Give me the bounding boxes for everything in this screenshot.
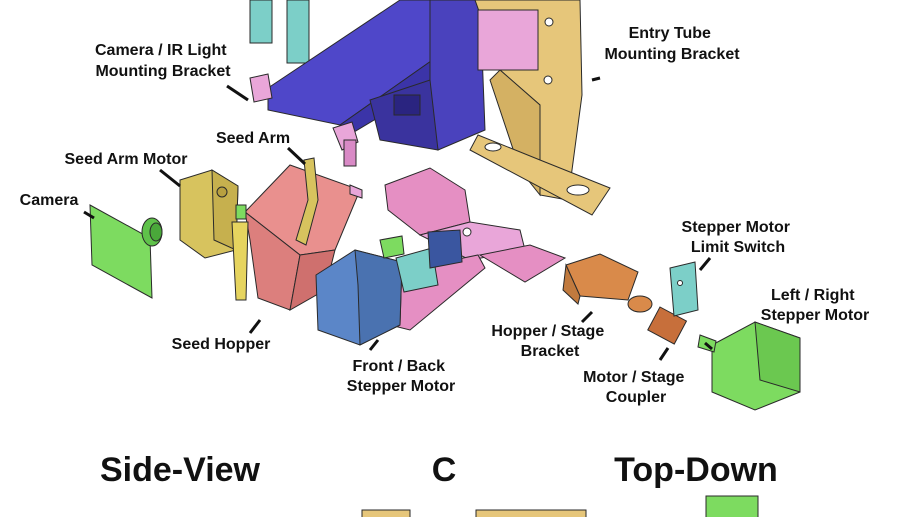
seed-arm [231,157,319,301]
seed-hopper [244,164,363,311]
label-camera-ir-bracket: Camera / IR Light Mounting Bracket [95,42,231,80]
stage-platform [384,167,567,283]
limit-switch [669,261,699,317]
label-hopper-stage-bracket: Hopper / Stage Bracket [491,323,608,360]
label-camera: Camera [20,192,79,209]
motor-stage-coupler [647,306,688,345]
label-motor-stage-coupler: Motor / Stage Coupler [583,369,689,406]
front-back-stepper-motor [315,229,486,346]
seed-arm-motor [179,169,239,259]
label-seed-arm-motor: Seed Arm Motor [65,151,188,168]
label-front-back-motor: Front / Back Stepper Motor [347,358,455,395]
camera-ir-mounting-bracket [249,0,486,167]
title-top-down: Top-Down [614,451,778,489]
entry-tube-mounting-bracket [469,0,611,216]
label-entry-tube-bracket: Entry Tube Mounting Bracket [604,25,740,63]
title-side-view: Side-View [100,451,261,489]
label-seed-hopper: Seed Hopper [172,336,271,353]
teal-plates [249,0,310,64]
panel-letter: C [432,451,457,489]
left-right-stepper-motor [697,321,801,411]
bottom-partial-views [361,495,759,521]
label-limit-switch: Stepper Motor Limit Switch [682,219,795,256]
camera-module [89,204,163,299]
leader-lines [83,76,713,361]
label-seed-arm: Seed Arm [216,130,290,147]
label-left-right-motor: Left / Right Stepper Motor [761,287,869,324]
hopper-stage-bracket [562,253,653,313]
